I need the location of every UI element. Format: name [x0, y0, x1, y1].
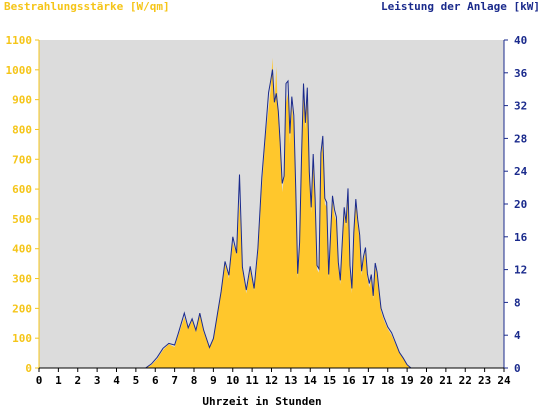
- right-tick-label: 28: [514, 132, 527, 145]
- x-tick-label: 18: [381, 374, 394, 387]
- right-tick-label: 0: [514, 362, 521, 375]
- left-axis-title: Bestrahlungsstärke [W/qm]: [4, 0, 170, 13]
- right-tick-label: 12: [514, 264, 527, 277]
- left-tick-label: 800: [12, 123, 32, 136]
- x-tick-label: 16: [342, 374, 356, 387]
- x-tick-label: 21: [439, 374, 453, 387]
- x-tick-label: 11: [246, 374, 260, 387]
- x-tick-label: 14: [304, 374, 318, 387]
- x-tick-label: 7: [171, 374, 178, 387]
- power-line-layer: [39, 69, 504, 369]
- right-tick-label: 20: [514, 198, 527, 211]
- x-tick-label: 0: [36, 374, 43, 387]
- left-tick-label: 400: [12, 243, 32, 256]
- x-tick-label: 4: [113, 374, 120, 387]
- right-tick-label: 36: [514, 67, 528, 80]
- left-tick-label: 1100: [6, 34, 33, 47]
- right-tick-label: 40: [514, 34, 527, 47]
- left-tick-label: 200: [12, 302, 32, 315]
- x-tick-label: 6: [152, 374, 159, 387]
- right-tick-label: 24: [514, 165, 528, 178]
- x-tick-label: 10: [226, 374, 239, 387]
- x-tick-label: 20: [420, 374, 433, 387]
- right-axis-title: Leistung der Anlage [kW]: [381, 0, 540, 13]
- left-tick-label: 900: [12, 94, 32, 107]
- power-line: [39, 69, 504, 369]
- x-tick-label: 3: [94, 374, 101, 387]
- x-tick-label: 13: [284, 374, 297, 387]
- x-tick-label: 22: [459, 374, 472, 387]
- left-tick-label: 1000: [6, 64, 33, 77]
- x-tick-label: 19: [401, 374, 414, 387]
- x-tick-label: 1: [55, 374, 62, 387]
- x-tick-label: 23: [478, 374, 491, 387]
- right-tick-label: 4: [514, 329, 521, 342]
- left-tick-label: 0: [25, 362, 32, 375]
- x-tick-label: 24: [497, 374, 511, 387]
- right-axis-ticks: 0 4 8 12 16 20 24 28 32 36 40: [504, 34, 528, 375]
- right-tick-label: 32: [514, 100, 527, 113]
- irradiance-area: [39, 57, 504, 369]
- left-tick-label: 300: [12, 273, 32, 286]
- right-tick-label: 8: [514, 296, 521, 309]
- x-axis-label: Uhrzeit in Stunden: [202, 395, 321, 408]
- left-tick-label: 100: [12, 332, 32, 345]
- x-tick-label: 8: [191, 374, 198, 387]
- left-tick-label: 700: [12, 153, 32, 166]
- x-tick-label: 12: [265, 374, 278, 387]
- right-tick-label: 16: [514, 231, 528, 244]
- x-tick-label: 2: [74, 374, 81, 387]
- left-tick-label: 500: [12, 213, 32, 226]
- left-axis-ticks: 0 100 200 300 400 500 600 700 800 900 1000 1100: [6, 34, 39, 375]
- x-tick-label: 17: [362, 374, 375, 387]
- x-tick-label: 9: [210, 374, 217, 387]
- x-axis-ticks: 0 1 2 3 4 5 6 7 8 9 10 11 12 13 14 15 16 17 18 19 20 21 22 23 24: [36, 368, 511, 387]
- irradiance-area-layer: [39, 57, 504, 369]
- x-tick-label: 15: [323, 374, 336, 387]
- left-tick-label: 600: [12, 183, 32, 196]
- x-tick-label: 5: [133, 374, 140, 387]
